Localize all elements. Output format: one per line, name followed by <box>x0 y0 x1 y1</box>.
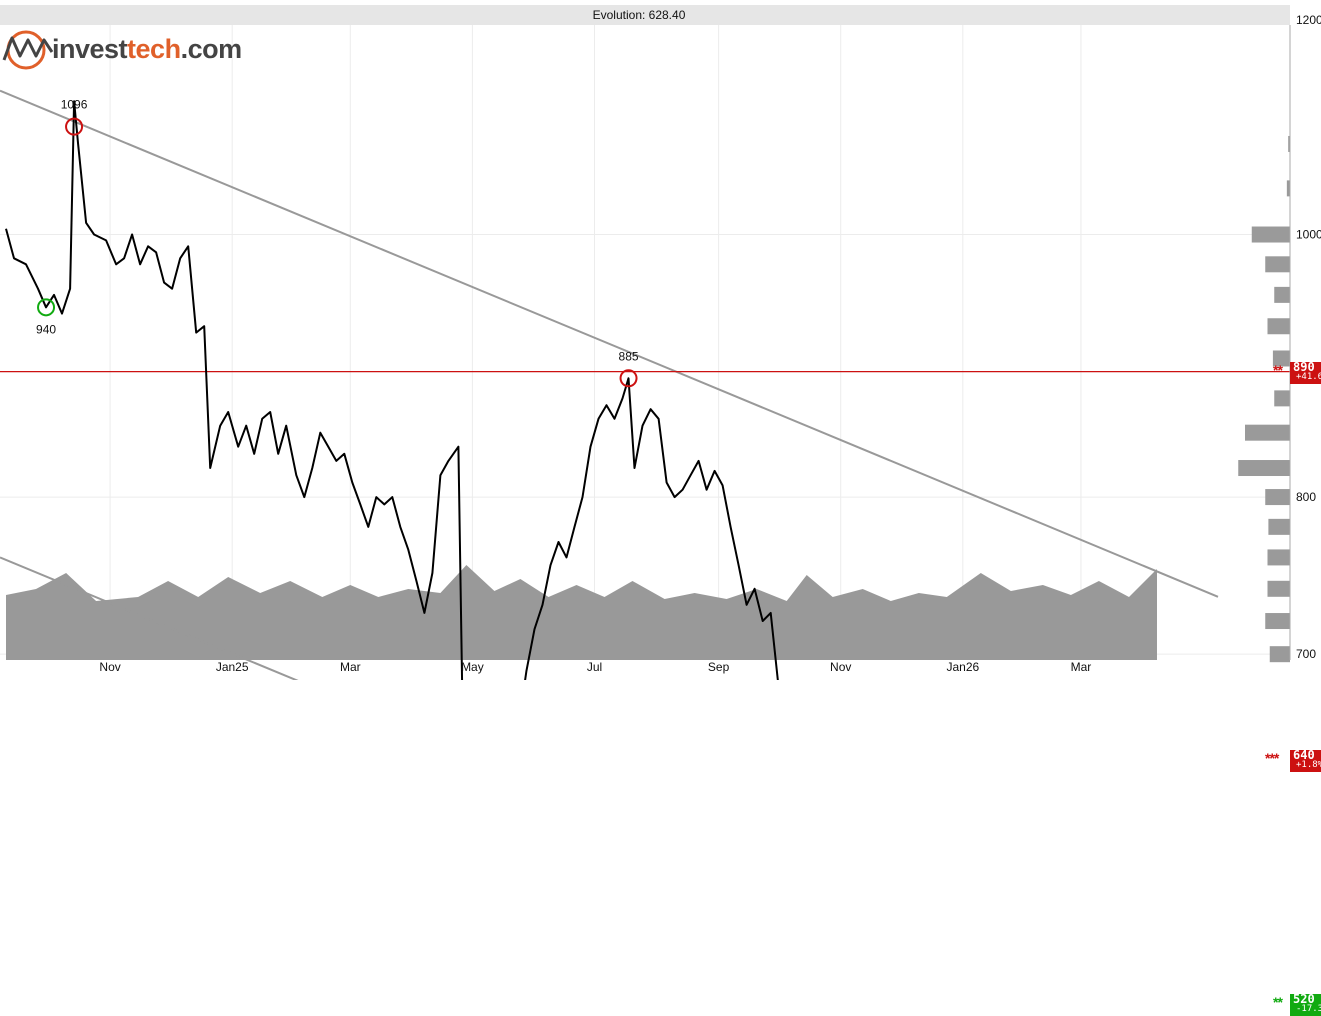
volume-profile-bar <box>1265 489 1290 506</box>
trend-line-lower <box>0 556 299 680</box>
volume-profile-bar <box>1238 460 1290 477</box>
level-stars: ** <box>1273 361 1283 378</box>
level-stars: *** <box>1265 749 1279 766</box>
x-tick-label: Jan26 <box>946 660 979 674</box>
volume-profile-bar <box>1274 390 1290 407</box>
volume-profile-bar <box>1245 424 1290 441</box>
investtech-logo-text: investtech.com <box>52 34 242 65</box>
logo-name-suffix: .com <box>180 34 243 64</box>
extreme-markers: 9401096642885516 <box>36 98 639 388</box>
chart-title-bar <box>0 5 1290 25</box>
volume-profile-bar <box>1251 226 1290 243</box>
y-tick-label: 1000 <box>1296 228 1321 242</box>
x-tick-label: Sep <box>708 660 730 674</box>
volume-profile-bar <box>1265 613 1290 630</box>
level-percent: +1.8% <box>1296 759 1321 770</box>
volume-profile-bar <box>1267 580 1290 597</box>
volume-profile-bar <box>1272 350 1290 367</box>
investtech-logo-icon <box>2 30 54 70</box>
logo-name-main: invest <box>52 34 128 64</box>
top-marker-885 <box>619 369 638 388</box>
price-line <box>5 100 779 680</box>
logo-name-accent: tech <box>127 34 181 64</box>
volume-profile-bar <box>1286 180 1290 197</box>
level-box-520: 520-17.3% <box>1290 993 1321 1016</box>
x-tick-label: Mar <box>340 660 361 674</box>
volume-profile-bar <box>1265 256 1290 273</box>
level-stars: ** <box>1273 993 1283 1010</box>
y-tick-label: 700 <box>1296 647 1316 661</box>
x-tick-label: Nov <box>830 660 851 674</box>
volume-profile <box>1238 135 1290 663</box>
x-tick-label: Nov <box>99 660 120 674</box>
volume-area <box>6 565 1157 660</box>
volume-profile-bar <box>1288 135 1290 152</box>
x-tick-label: Jul <box>587 660 602 674</box>
volume-profile-bar <box>1269 646 1290 663</box>
price-series-line <box>5 100 779 680</box>
chart-grid <box>0 19 1290 660</box>
y-tick-label: 800 <box>1296 490 1316 504</box>
x-tick-label: Mar <box>1071 660 1092 674</box>
level-percent: +41.6% <box>1296 371 1321 382</box>
volume-profile-bar <box>1267 549 1290 566</box>
extreme-label-885: 885 <box>619 349 639 363</box>
level-value: 890 <box>1293 361 1315 374</box>
extreme-label-1096: 1096 <box>61 98 88 112</box>
y-tick-label: 1200 <box>1296 13 1321 27</box>
level-box-890: 890+41.6% <box>1290 361 1321 384</box>
trend-line-upper <box>0 89 1219 598</box>
extreme-label-940: 940 <box>36 322 56 336</box>
volume-profile-bar <box>1267 318 1290 335</box>
volume-profile-bar <box>1274 286 1290 303</box>
support-resistance-lines <box>0 371 1290 373</box>
x-tick-label: Jan25 <box>216 660 249 674</box>
trend-channel <box>0 89 1219 680</box>
x-tick-label: May <box>461 660 484 674</box>
chart-axes: 50055060070080010001200NovJan25MarMayJul… <box>99 13 1321 674</box>
top-marker-1096 <box>65 117 84 136</box>
level-box-640: 640 +1.8% <box>1290 749 1321 772</box>
volume-profile-bar <box>1268 518 1290 535</box>
volume-area-shape <box>6 565 1157 660</box>
level-percent: -17.3% <box>1296 1003 1321 1014</box>
price-chart: 9401096642885516 50055060070080010001200… <box>0 13 1321 680</box>
bottom-marker-940 <box>37 298 56 317</box>
chart-title: Evolution: 628.40 <box>592 8 686 22</box>
